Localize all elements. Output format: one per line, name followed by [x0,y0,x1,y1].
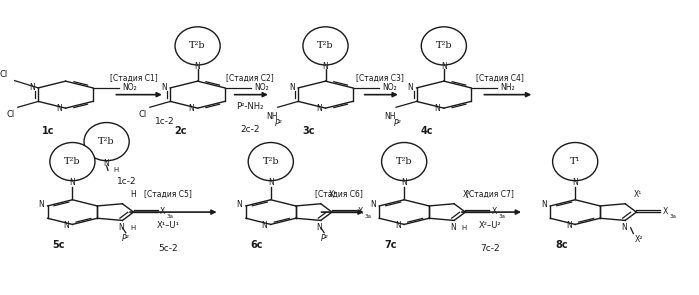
Text: NH: NH [266,112,278,121]
Text: T²b: T²b [99,137,115,146]
Text: [Стадия C3]: [Стадия C3] [356,74,404,83]
Ellipse shape [50,142,95,181]
Text: T²b: T²b [189,41,206,50]
Text: X¹–U¹: X¹–U¹ [157,221,180,230]
Text: N: N [317,223,322,232]
Ellipse shape [175,27,220,65]
Text: H: H [131,190,136,199]
Text: P²: P² [320,234,328,242]
Text: X¹: X¹ [329,190,337,199]
Text: 2c-2: 2c-2 [240,125,260,135]
Text: N: N [103,158,110,168]
Text: X: X [491,207,496,216]
Ellipse shape [84,122,129,161]
Text: N: N [29,83,35,92]
Text: 8c: 8c [555,240,568,250]
Text: T²b: T²b [317,41,334,50]
Text: P²: P² [122,234,129,242]
Text: T²b: T²b [262,157,279,166]
Text: N: N [317,104,322,113]
Text: 4c: 4c [421,126,433,136]
Text: 3a: 3a [166,214,173,219]
Text: P²-NH₂: P²-NH₂ [236,102,264,111]
Text: X²: X² [635,235,643,244]
Text: 1c-2: 1c-2 [155,117,175,126]
Text: N: N [189,104,194,113]
Text: T²b: T²b [435,41,452,50]
Text: 6c: 6c [251,240,264,250]
Text: N: N [401,178,407,187]
Ellipse shape [303,27,348,65]
Text: N: N [118,223,124,232]
Text: N: N [323,62,329,71]
Text: 1c-2: 1c-2 [117,177,137,186]
Text: Cl: Cl [6,110,15,119]
Text: NO₂: NO₂ [254,83,269,92]
Text: 3a: 3a [365,214,372,219]
Text: H: H [113,167,118,173]
Text: [Стадия C7]: [Стадия C7] [466,190,514,199]
Text: NO₂: NO₂ [122,83,137,92]
Text: N: N [435,104,440,113]
Text: N: N [541,200,547,209]
Text: 7c-2: 7c-2 [480,244,500,253]
Text: H: H [462,225,467,231]
Text: X²–U²: X²–U² [478,221,501,230]
Text: N: N [57,104,62,113]
Text: [Стадия C5]: [Стадия C5] [144,190,192,199]
Text: P²: P² [275,119,283,128]
Text: 5c: 5c [52,240,65,250]
Text: NH: NH [384,112,396,121]
Text: [Стадия C6]: [Стадия C6] [315,190,363,199]
Text: 3c: 3c [302,126,315,136]
Text: H: H [130,225,136,231]
Text: T²b: T²b [396,157,412,166]
Text: N: N [408,83,413,92]
Text: N: N [395,221,401,230]
Text: N: N [63,221,69,230]
Text: N: N [441,62,447,71]
Text: Cl: Cl [138,110,146,119]
Text: NH₂: NH₂ [500,83,515,92]
Text: 5c-2: 5c-2 [159,244,178,253]
Text: N: N [370,200,376,209]
Text: Cl: Cl [0,70,8,79]
Text: [Стадия C1]: [Стадия C1] [110,74,158,83]
Text: N: N [69,178,75,187]
Ellipse shape [421,27,466,65]
Text: 7c: 7c [384,240,397,250]
Text: X¹: X¹ [633,190,642,199]
Text: T¹: T¹ [570,157,580,166]
Text: N: N [161,83,167,92]
Ellipse shape [553,142,598,181]
Text: 3a: 3a [498,214,505,219]
Text: [Стадия C4]: [Стадия C4] [476,74,524,83]
Text: [Стадия C2]: [Стадия C2] [226,74,274,83]
Ellipse shape [248,142,294,181]
Ellipse shape [382,142,427,181]
Text: N: N [566,221,572,230]
Text: N: N [289,83,295,92]
Text: X: X [358,207,363,216]
Text: X: X [159,207,165,216]
Text: N: N [261,221,267,230]
Text: N: N [268,178,274,187]
Text: 1c: 1c [42,126,55,136]
Text: NO₂: NO₂ [382,83,397,92]
Text: 2c: 2c [174,126,187,136]
Text: N: N [38,200,44,209]
Text: X: X [663,207,668,216]
Text: P²: P² [394,119,401,128]
Text: N: N [450,223,456,232]
Text: N: N [237,200,243,209]
Text: 3a: 3a [669,214,676,219]
Text: X¹: X¹ [462,190,470,199]
Text: T²b: T²b [64,157,80,166]
Text: N: N [195,62,201,71]
Text: N: N [572,178,578,187]
Text: N: N [621,223,627,232]
